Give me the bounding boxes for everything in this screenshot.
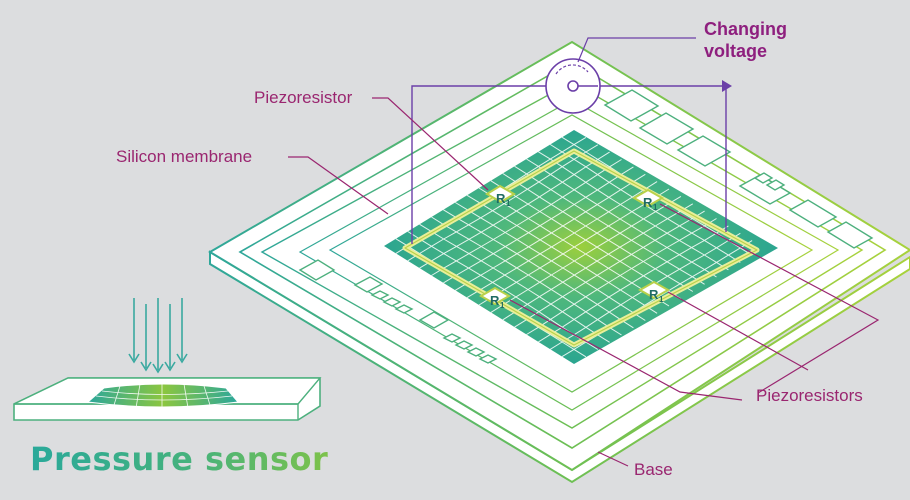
membrane-grid-line — [502, 173, 694, 292]
membrane-grid-line — [514, 210, 705, 328]
contact-pads — [298, 89, 874, 364]
piezoresistor-pad-bottom-right: R 1 — [637, 280, 671, 304]
changing-voltage-line2: voltage — [704, 41, 768, 61]
piezoresistor-subscript: 1 — [659, 295, 664, 304]
piezoresistor-label: R — [496, 191, 506, 206]
piezoresistor-label: R — [643, 195, 653, 210]
piezoresistors-label: Piezoresistors — [756, 386, 863, 405]
changing-voltage-label: Changing voltage — [704, 18, 787, 62]
base-label: Base — [634, 460, 673, 479]
leader-lines — [288, 37, 880, 467]
silicon-membrane-label: Silicon membrane — [116, 147, 253, 166]
piezoresistor-label: R — [490, 293, 500, 308]
diagram-title: Pressure sensor — [30, 440, 329, 478]
membrane-grid-line — [526, 218, 717, 335]
membrane-grid-line — [478, 188, 670, 306]
piezoresistor-pad-top-left: R 1 — [485, 184, 516, 208]
small-sensor-illustration — [13, 377, 322, 421]
membrane-grid-line — [490, 195, 682, 313]
membrane-grid-line — [526, 158, 717, 278]
piezoresistor-pad-bottom-left: R 1 — [478, 286, 512, 310]
resistor-frame — [402, 148, 760, 348]
changing-voltage-line1: Changing — [704, 19, 787, 39]
piezoresistor-label: R — [649, 287, 659, 302]
membrane-grid-line — [538, 151, 729, 271]
piezoresistor-label-text: Piezoresistor — [254, 88, 353, 107]
voltage-circuit — [411, 80, 732, 244]
piezoresistor-subscript: 1 — [653, 203, 658, 212]
piezoresistor-pad-top-right: R 1 — [631, 188, 665, 212]
membrane-grid-line — [514, 165, 705, 285]
membrane-grid-line — [490, 180, 682, 300]
piezoresistor-subscript: 1 — [500, 301, 505, 310]
voltmeter-icon — [545, 58, 601, 114]
piezoresistor-subscript: 1 — [506, 199, 511, 208]
membrane-grid-line — [538, 225, 729, 343]
membrane-grid-line — [502, 203, 694, 321]
pressure-arrows — [128, 298, 188, 374]
silicon-membrane — [384, 130, 778, 364]
